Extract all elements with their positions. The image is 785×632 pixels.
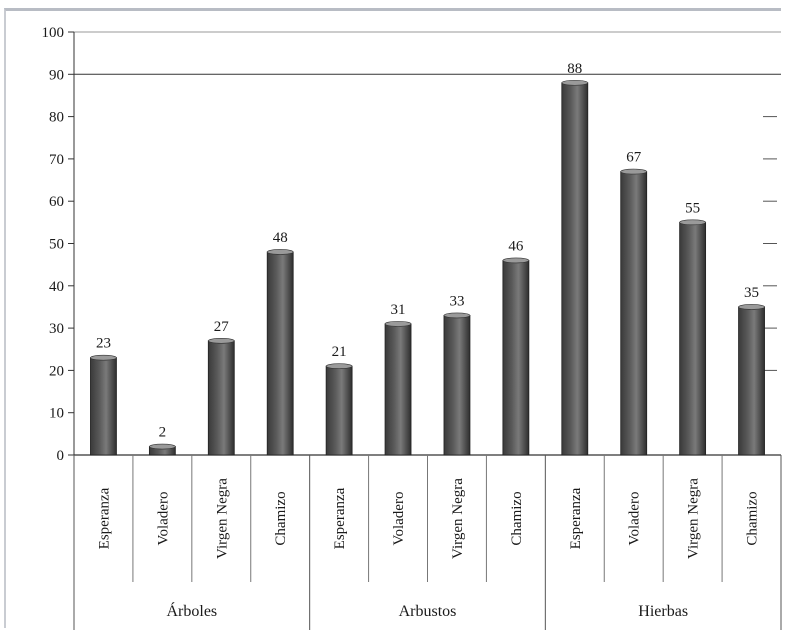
group-label: Arbustos: [399, 603, 457, 620]
bar-cap: [679, 219, 706, 226]
bar-cap: [207, 337, 235, 344]
category-label: Virgen Negra: [214, 478, 230, 559]
y-tick-label: 70: [49, 152, 64, 168]
bar: [90, 357, 117, 456]
y-tick-label: 50: [49, 237, 64, 253]
bar-cap: [561, 79, 589, 86]
y-tick-label: 90: [49, 67, 64, 83]
bar: [443, 315, 471, 456]
bar-value-label: 55: [685, 200, 700, 216]
bar-cap: [149, 443, 176, 450]
bar-value-label: 46: [508, 238, 524, 254]
category-label: Voladero: [391, 492, 407, 546]
category-label: Esperanza: [568, 487, 584, 549]
bar: [738, 306, 765, 456]
bar: [561, 82, 589, 456]
bar-value-label: 23: [96, 336, 111, 352]
bar-cap: [738, 304, 765, 310]
category-label: Chamizo: [509, 491, 525, 545]
category-label: Chamizo: [745, 491, 761, 545]
bar-value-label: 88: [567, 61, 582, 77]
bar-value-label: 48: [273, 230, 288, 246]
y-tick-label: 100: [42, 25, 65, 41]
chart-frame: [4, 8, 781, 628]
category-label: Voladero: [627, 492, 643, 546]
bar-value-label: 27: [214, 319, 230, 335]
bar: [384, 323, 412, 456]
bar-cap: [443, 312, 471, 319]
bar-value-label: 31: [391, 302, 406, 318]
bar-cap: [90, 354, 117, 361]
bar-cap: [266, 249, 294, 255]
y-tick-label: 0: [57, 448, 65, 464]
bar: [502, 260, 530, 456]
category-label: Esperanza: [332, 487, 348, 549]
category-label: Virgen Negra: [450, 478, 466, 559]
bar: [325, 365, 353, 456]
bar-cap: [325, 363, 353, 369]
bar-value-label: 33: [449, 293, 464, 309]
y-tick-label: 20: [49, 363, 64, 379]
bar-value-label: 67: [626, 150, 642, 166]
bar-cap: [620, 168, 648, 175]
category-label: Virgen Negra: [686, 478, 702, 559]
bar-value-label: 21: [332, 344, 347, 360]
bar-value-label: 2: [159, 425, 167, 441]
bar: [266, 251, 294, 456]
bar: [620, 171, 648, 456]
category-label: Esperanza: [96, 487, 112, 549]
y-tick-label: 30: [49, 321, 64, 337]
bar-cap: [502, 257, 530, 264]
y-tick-label: 40: [49, 279, 64, 295]
category-label: Chamizo: [273, 491, 289, 545]
bar: [679, 221, 707, 456]
y-tick-label: 60: [49, 194, 64, 210]
bar-value-label: 35: [744, 285, 759, 301]
group-label: Árboles: [167, 601, 218, 620]
y-tick-label: 80: [49, 110, 64, 126]
y-tick-label: 10: [49, 406, 64, 422]
group-label: Hierbas: [638, 603, 688, 620]
bar: [207, 340, 235, 456]
bar-cap: [384, 321, 412, 327]
category-label: Voladero: [155, 492, 171, 546]
